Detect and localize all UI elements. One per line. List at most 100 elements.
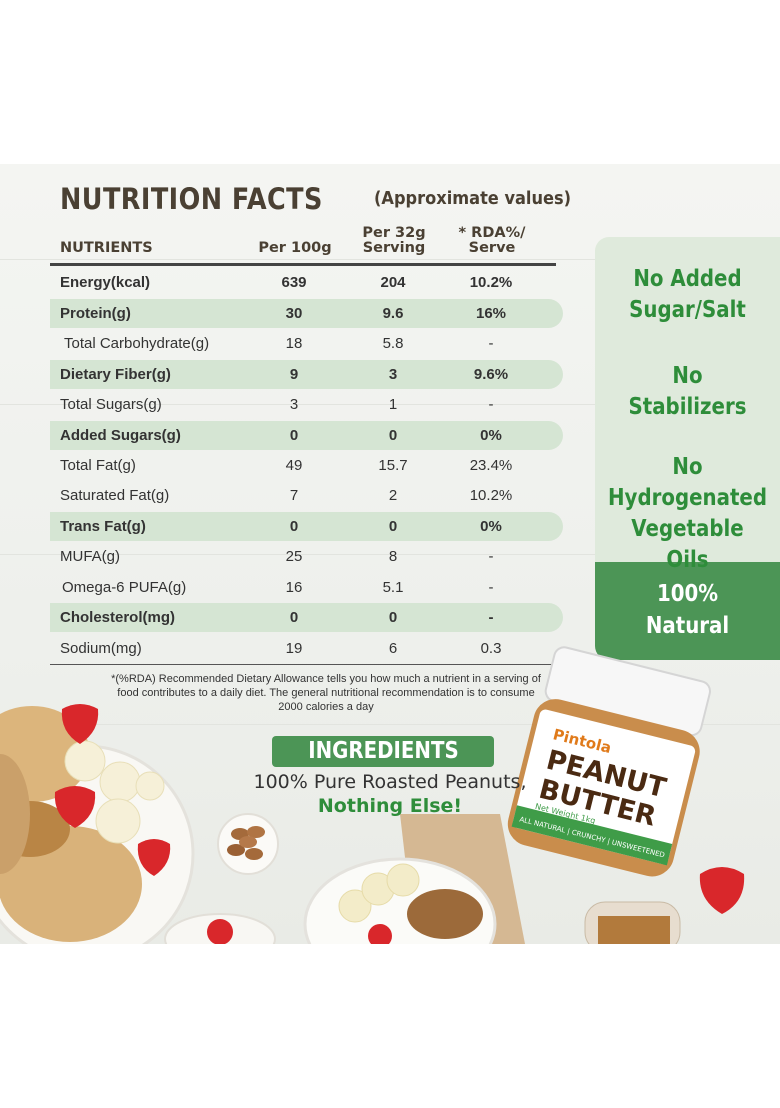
almond-bowl-image [217, 813, 279, 875]
pancake-plate-image [0, 704, 195, 944]
wood-plank-line [0, 259, 780, 260]
wood-plank-line [0, 554, 780, 555]
rda-value: 0% [480, 518, 502, 535]
claim-no-stabilizers-line2: Stabilizers [628, 394, 747, 420]
approx-values-label: (Approximate values) [374, 188, 572, 209]
col-header-nutrients: NUTRIENTS [60, 240, 153, 256]
nutrient-name: MUFA(g) [60, 548, 120, 565]
table-row: Total Sugars(g) 3 1 - [50, 390, 563, 419]
table-row: Omega-6 PUFA(g) 16 5.1 - [50, 573, 563, 602]
rda-value: 10.2% [469, 487, 513, 504]
per32-value: 0 [388, 609, 398, 626]
col-header-per32-line1: Per 32g [362, 225, 426, 241]
per100-value: 0 [289, 427, 299, 444]
wood-plank-line [0, 724, 780, 725]
col-header-per100: Per 100g [258, 240, 332, 256]
nutrient-name: Saturated Fat(g) [60, 487, 170, 504]
nutrient-name: Sodium(mg) [60, 640, 142, 657]
page-title: NUTRITION FACTS [60, 182, 323, 216]
rda-value: 10.2% [469, 274, 513, 291]
table-row: Dietary Fiber(g) 9 3 9.6% [50, 360, 563, 389]
per100-value: 3 [289, 396, 299, 413]
per100-value: 19 [285, 640, 303, 657]
nutrient-name: Cholesterol(mg) [60, 609, 176, 626]
per100-value: 18 [285, 335, 303, 352]
claim-no-stabilizers-line1: No [672, 363, 703, 389]
food-illustration: Pintola PEANUT BUTTER Net Weight 1kg ALL… [0, 646, 745, 944]
per100-value: 49 [285, 457, 303, 474]
rda-value: - [488, 609, 494, 626]
granola-jar-image [584, 901, 681, 944]
per32-value: 0 [388, 427, 398, 444]
table-row: Trans Fat(g) 0 0 0% [50, 512, 563, 541]
per32-value: 1 [388, 396, 398, 413]
rda-value: - [488, 548, 494, 565]
nutrient-name: Total Sugars(g) [60, 396, 162, 413]
per32-value: 5.1 [382, 579, 404, 596]
nutrient-name: Total Carbohydrate(g) [64, 335, 210, 352]
nutrient-name: Omega-6 PUFA(g) [62, 579, 187, 596]
yogurt-bowl-image [303, 814, 525, 944]
col-header-per32-line2: Serving [362, 240, 426, 256]
peanut-butter-jar-image: Pintola PEANUT BUTTER Net Weight 1kg ALL… [507, 646, 711, 877]
rda-value: 0.3 [480, 640, 502, 657]
claim-no-hydrogenated-line1: No [672, 454, 703, 480]
table-row: Total Fat(g) 49 15.7 23.4% [50, 451, 563, 480]
table-row: Total Carbohydrate(g) 18 5.8 - [50, 329, 563, 358]
claims-panel [595, 237, 780, 562]
rda-value: - [488, 335, 494, 352]
table-row: Cholesterol(mg) 0 0 - [50, 603, 563, 632]
per100-value: 16 [285, 579, 303, 596]
per100-value: 0 [289, 518, 299, 535]
col-header-rda-line2: Serve [468, 240, 516, 256]
per100-value: 0 [289, 609, 299, 626]
rda-value: - [488, 396, 494, 413]
rda-value: 23.4% [469, 457, 513, 474]
per32-value: 0 [388, 518, 398, 535]
claim-no-hydrogenated-line2: Hydrogenated [608, 485, 767, 511]
nutrient-name: Trans Fat(g) [60, 518, 146, 535]
claim-no-added-line2: Sugar/Salt [629, 297, 746, 323]
claim-natural-line1: 100% [656, 581, 719, 607]
table-row: Protein(g) 30 9.6 16% [50, 299, 563, 328]
table-row: Added Sugars(g) 0 0 0% [50, 421, 563, 450]
per100-value: 7 [289, 487, 299, 504]
wood-plank-line [0, 404, 780, 405]
per100-value: 9 [289, 366, 299, 383]
claim-no-added-line1: No Added [633, 266, 742, 292]
per32-value: 2 [388, 487, 398, 504]
nutrient-name: Energy(kcal) [60, 274, 151, 291]
rda-value: - [488, 579, 494, 596]
per32-value: 15.7 [378, 457, 408, 474]
ingredients-heading: INGREDIENTS [272, 736, 494, 767]
per100-value: 30 [285, 305, 303, 322]
table-row: MUFA(g) 25 8 - [50, 542, 563, 571]
rda-value: 0% [480, 427, 502, 444]
natural-badge [595, 562, 780, 660]
per100-value: 639 [281, 274, 307, 291]
per32-value: 9.6 [382, 305, 404, 322]
rda-footnote: *(%RDA) Recommended Dietary Allowance te… [111, 673, 541, 713]
strawberry-bowl-image [164, 913, 276, 944]
col-header-rda-line1: * RDA%/ [458, 225, 526, 241]
per32-value: 204 [380, 274, 406, 291]
ingredients-heading-text: INGREDIENTS [307, 738, 459, 764]
claim-natural-line2: Natural [645, 613, 730, 639]
table-row: Sodium(mg) 19 6 0.3 [50, 634, 563, 663]
per32-value: 6 [388, 640, 398, 657]
claim-no-hydrogenated-line3: Vegetable Oils [631, 516, 744, 573]
nutrient-name: Total Fat(g) [60, 457, 136, 474]
table-bottom-rule [50, 664, 556, 665]
per100-value: 25 [285, 548, 303, 565]
table-row: Energy(kcal) 639 204 10.2% [50, 268, 563, 297]
rda-value: 9.6% [473, 366, 509, 383]
per32-value: 3 [388, 366, 398, 383]
strawberry-image [699, 867, 745, 914]
ingredients-line1: 100% Pure Roasted Peanuts, [253, 771, 527, 793]
rda-value: 16% [475, 305, 507, 322]
per32-value: 5.8 [382, 335, 404, 352]
per32-value: 8 [388, 548, 398, 565]
nutrient-name: Protein(g) [60, 305, 131, 322]
nutrient-name: Dietary Fiber(g) [60, 366, 171, 383]
table-row: Saturated Fat(g) 7 2 10.2% [50, 481, 563, 510]
